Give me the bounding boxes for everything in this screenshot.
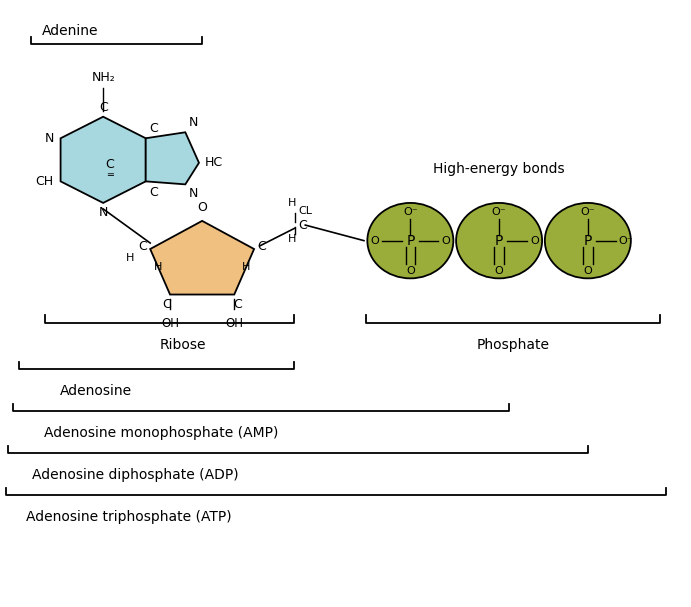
Text: CL: CL <box>299 206 312 216</box>
Text: O⁻: O⁻ <box>580 207 595 217</box>
Text: O: O <box>370 236 379 246</box>
Text: CH: CH <box>36 175 54 188</box>
Text: N: N <box>189 188 198 200</box>
Text: C: C <box>106 158 114 171</box>
Text: Ribose: Ribose <box>160 337 207 351</box>
Text: C: C <box>162 297 171 311</box>
Text: H: H <box>242 262 250 272</box>
Text: Adenosine triphosphate (ATP): Adenosine triphosphate (ATP) <box>26 510 231 524</box>
Text: NH₂: NH₂ <box>91 71 115 84</box>
Text: Adenosine diphosphate (ADP): Adenosine diphosphate (ADP) <box>32 468 239 482</box>
Polygon shape <box>146 132 199 185</box>
Text: OH: OH <box>161 317 179 330</box>
Text: O: O <box>495 266 504 276</box>
Text: C: C <box>149 122 158 135</box>
Text: C: C <box>234 297 242 311</box>
Text: H: H <box>287 198 296 208</box>
Text: P: P <box>584 234 592 248</box>
Text: O⁻: O⁻ <box>619 236 634 246</box>
Text: H: H <box>154 262 162 272</box>
Text: O: O <box>442 236 450 246</box>
Text: C: C <box>299 219 307 231</box>
Polygon shape <box>150 221 254 294</box>
Text: H: H <box>287 234 296 244</box>
Text: High-energy bonds: High-energy bonds <box>433 162 565 176</box>
Text: O: O <box>197 201 207 214</box>
Text: Adenosine monophosphate (AMP): Adenosine monophosphate (AMP) <box>44 426 278 440</box>
Text: Phosphate: Phosphate <box>476 337 549 351</box>
Text: C: C <box>149 186 158 199</box>
Text: O: O <box>406 266 415 276</box>
Text: HC: HC <box>205 157 223 169</box>
Text: C: C <box>99 101 108 114</box>
Circle shape <box>368 203 453 279</box>
Text: O: O <box>530 236 539 246</box>
Polygon shape <box>61 117 146 203</box>
Text: P: P <box>406 234 415 248</box>
Text: C: C <box>138 240 146 253</box>
Text: N: N <box>44 132 54 144</box>
Text: H: H <box>126 253 134 263</box>
Text: Adenine: Adenine <box>41 24 98 38</box>
Text: OH: OH <box>225 317 243 330</box>
Text: P: P <box>495 234 503 248</box>
Text: O⁻: O⁻ <box>492 207 507 217</box>
Circle shape <box>545 203 631 279</box>
Text: O: O <box>583 266 592 276</box>
Circle shape <box>456 203 542 279</box>
Text: Adenosine: Adenosine <box>60 384 132 398</box>
Text: O⁻: O⁻ <box>403 207 417 217</box>
Text: N: N <box>189 117 198 129</box>
Text: N: N <box>98 206 108 219</box>
Text: C: C <box>258 240 266 253</box>
Text: ═: ═ <box>107 170 113 180</box>
